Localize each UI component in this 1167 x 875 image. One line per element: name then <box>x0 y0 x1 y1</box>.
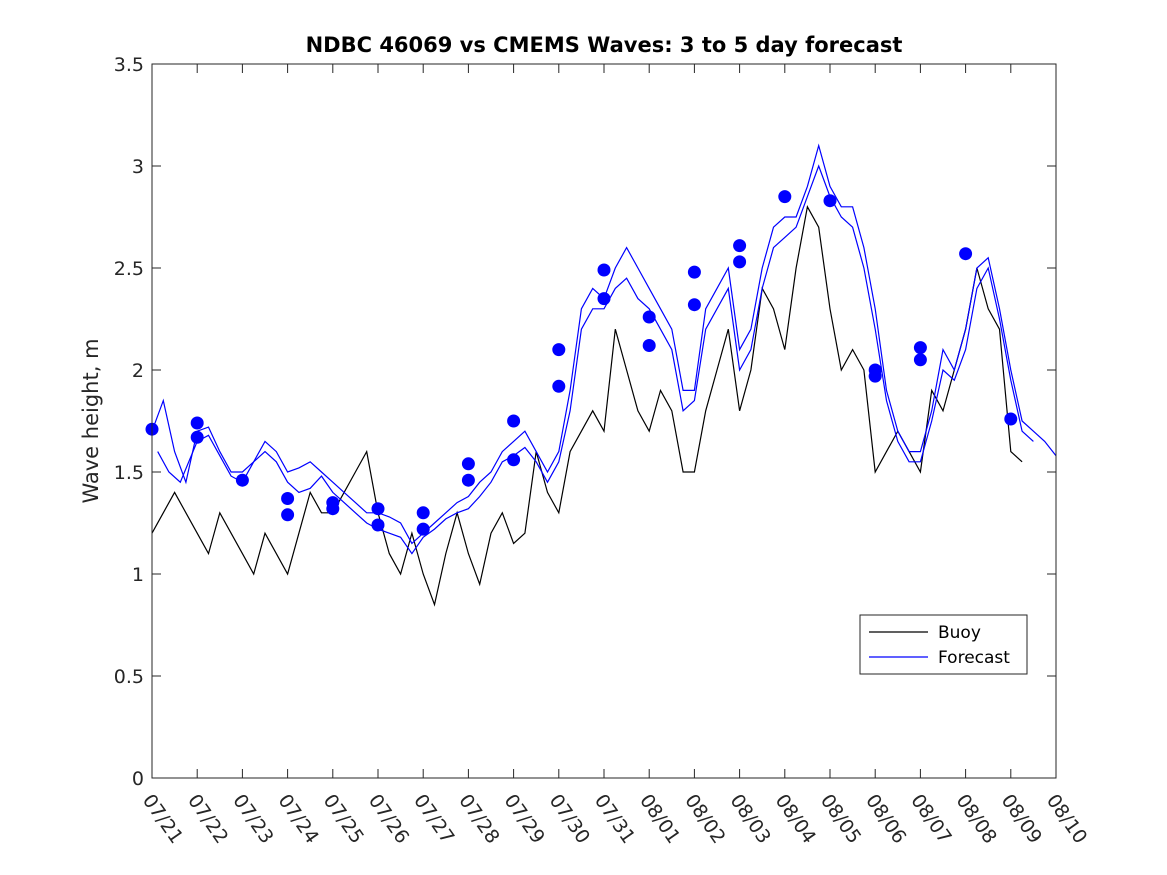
x-tick-label: 08/01 <box>635 790 684 847</box>
x-tick-label: 07/28 <box>454 790 503 847</box>
x-tick-label: 07/24 <box>274 790 323 847</box>
forecast-marker <box>190 430 204 444</box>
forecast-marker <box>733 255 747 269</box>
x-axis: 07/2107/2207/2307/2407/2507/2607/2707/28… <box>138 64 1091 848</box>
x-tick-label: 07/31 <box>590 790 639 847</box>
chart-title: NDBC 46069 vs CMEMS Waves: 3 to 5 day fo… <box>306 33 903 57</box>
forecast-marker <box>326 502 340 516</box>
x-tick-label: 08/07 <box>906 790 955 847</box>
forecast-marker <box>913 341 927 355</box>
forecast-marker <box>190 416 204 430</box>
forecast-marker <box>687 265 701 279</box>
y-tick-label: 0 <box>132 768 144 790</box>
forecast-marker <box>281 508 295 522</box>
x-tick-label: 07/25 <box>319 790 368 847</box>
forecast-marker <box>642 310 656 324</box>
x-tick-label: 07/30 <box>545 790 594 847</box>
x-tick-label: 07/21 <box>138 790 187 847</box>
x-tick-label: 07/26 <box>364 790 413 847</box>
forecast-marker <box>687 298 701 312</box>
forecast-marker <box>507 414 521 428</box>
forecast-marker <box>461 457 475 471</box>
forecast-marker <box>371 502 385 516</box>
forecast-marker <box>642 339 656 352</box>
forecast-marker <box>416 506 430 520</box>
x-tick-label: 07/27 <box>409 790 458 847</box>
y-axis: 0 0.5 1 1.5 2 2.5 3 3.5 <box>114 54 1056 790</box>
legend-entry-buoy: Buoy <box>938 623 981 643</box>
y-tick-label: 1 <box>132 564 144 586</box>
y-tick-label: 0.5 <box>114 666 144 688</box>
forecast-marker <box>507 453 521 467</box>
legend-box <box>859 614 1028 675</box>
plot-lines <box>151 143 1057 607</box>
forecast-marker <box>959 247 973 261</box>
x-tick-label: 07/29 <box>500 790 549 847</box>
plot-markers <box>145 190 1018 536</box>
y-tick-label: 3.5 <box>114 54 144 76</box>
forecast-marker <box>597 292 611 306</box>
forecast-marker <box>733 239 747 253</box>
forecast-marker <box>868 369 882 383</box>
forecast-marker <box>235 473 249 487</box>
forecast-marker <box>913 353 927 367</box>
legend-entry-forecast: Forecast <box>938 648 1010 668</box>
forecast-marker <box>552 343 566 357</box>
y-tick-label: 3 <box>132 156 144 178</box>
forecast-marker <box>416 522 430 536</box>
y-tick-label: 2.5 <box>114 258 144 280</box>
series-line-buoy <box>151 205 1023 607</box>
forecast-marker <box>823 194 837 208</box>
x-tick-label: 08/06 <box>861 790 910 847</box>
forecast-marker <box>371 518 385 532</box>
y-axis-label: Wave height, m <box>79 338 103 503</box>
forecast-marker <box>597 263 611 277</box>
x-tick-label: 07/22 <box>183 790 232 847</box>
legend: Buoy Forecast <box>859 614 1028 675</box>
series-line-extra-2 <box>157 164 1034 555</box>
x-tick-label: 08/05 <box>816 790 865 847</box>
y-tick-label: 2 <box>132 360 144 382</box>
x-tick-label: 08/10 <box>1042 790 1091 847</box>
forecast-marker <box>1004 412 1018 426</box>
x-tick-label: 08/08 <box>952 790 1001 847</box>
x-tick-label: 08/03 <box>726 790 775 847</box>
x-tick-label: 08/02 <box>680 790 729 847</box>
y-tick-label: 1.5 <box>114 462 144 484</box>
x-tick-label: 08/09 <box>997 790 1046 847</box>
x-tick-label: 08/04 <box>771 790 820 847</box>
forecast-marker <box>552 379 566 393</box>
forecast-marker <box>461 473 475 487</box>
forecast-marker <box>281 492 295 505</box>
x-tick-label: 07/23 <box>228 790 277 847</box>
forecast-marker <box>778 190 792 204</box>
